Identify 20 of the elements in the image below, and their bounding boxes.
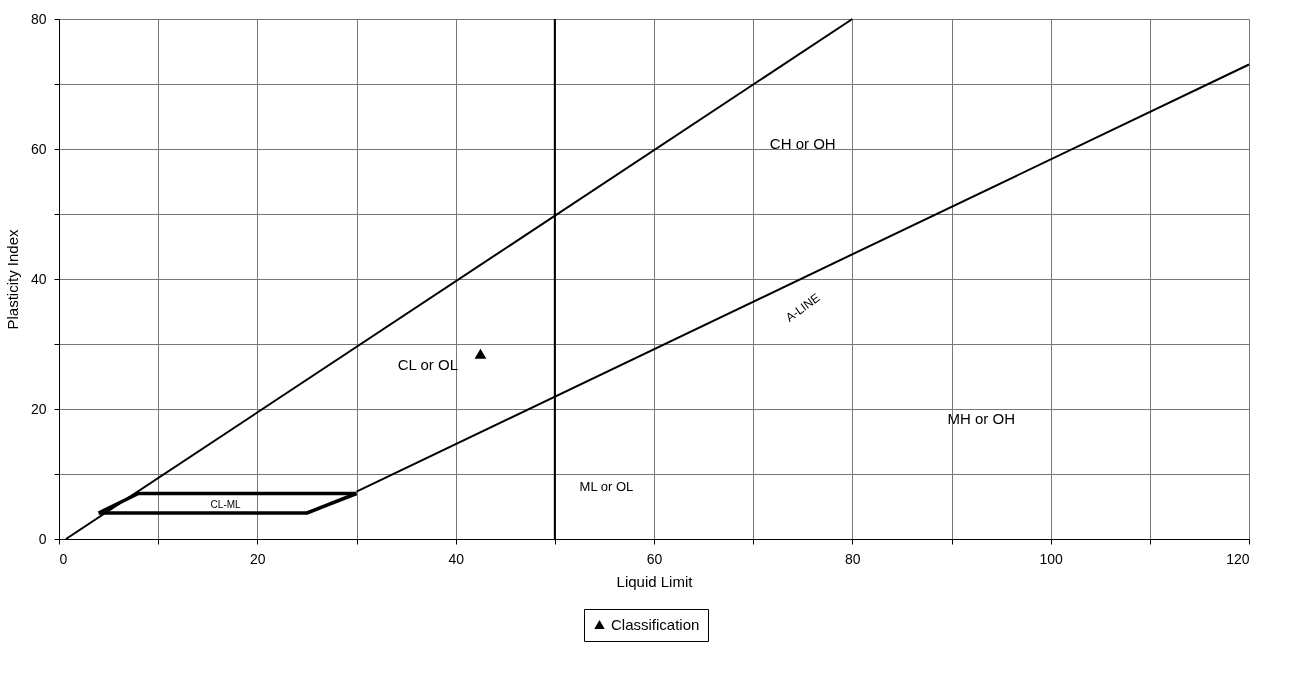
x-tick-label: 120: [1226, 550, 1250, 567]
x-tick-label: 40: [448, 550, 465, 567]
y-tick-label: 40: [30, 270, 47, 287]
y-axis-title: Plasticity Index: [3, 228, 21, 330]
y-tick-label: 60: [30, 140, 47, 157]
y-tick-label: 0: [38, 530, 47, 547]
y-tick-label: 20: [30, 400, 47, 417]
x-tick-label: 20: [250, 550, 266, 567]
annotation: CL or OL: [397, 355, 459, 373]
x-axis-title: Liquid Limit: [616, 572, 694, 590]
annotation: CL-ML: [210, 499, 242, 511]
annotation: MH or OH: [947, 410, 1015, 428]
x-tick-label: 0: [59, 550, 68, 567]
annotation: ML or OL: [579, 479, 634, 494]
y-tick-label: 80: [30, 10, 47, 27]
annotation: CH or OH: [769, 134, 836, 152]
x-tick-label: 60: [646, 550, 663, 567]
x-tick-label: 80: [845, 550, 861, 567]
legend-label: Classification: [611, 615, 700, 633]
x-tick-label: 100: [1039, 550, 1064, 567]
